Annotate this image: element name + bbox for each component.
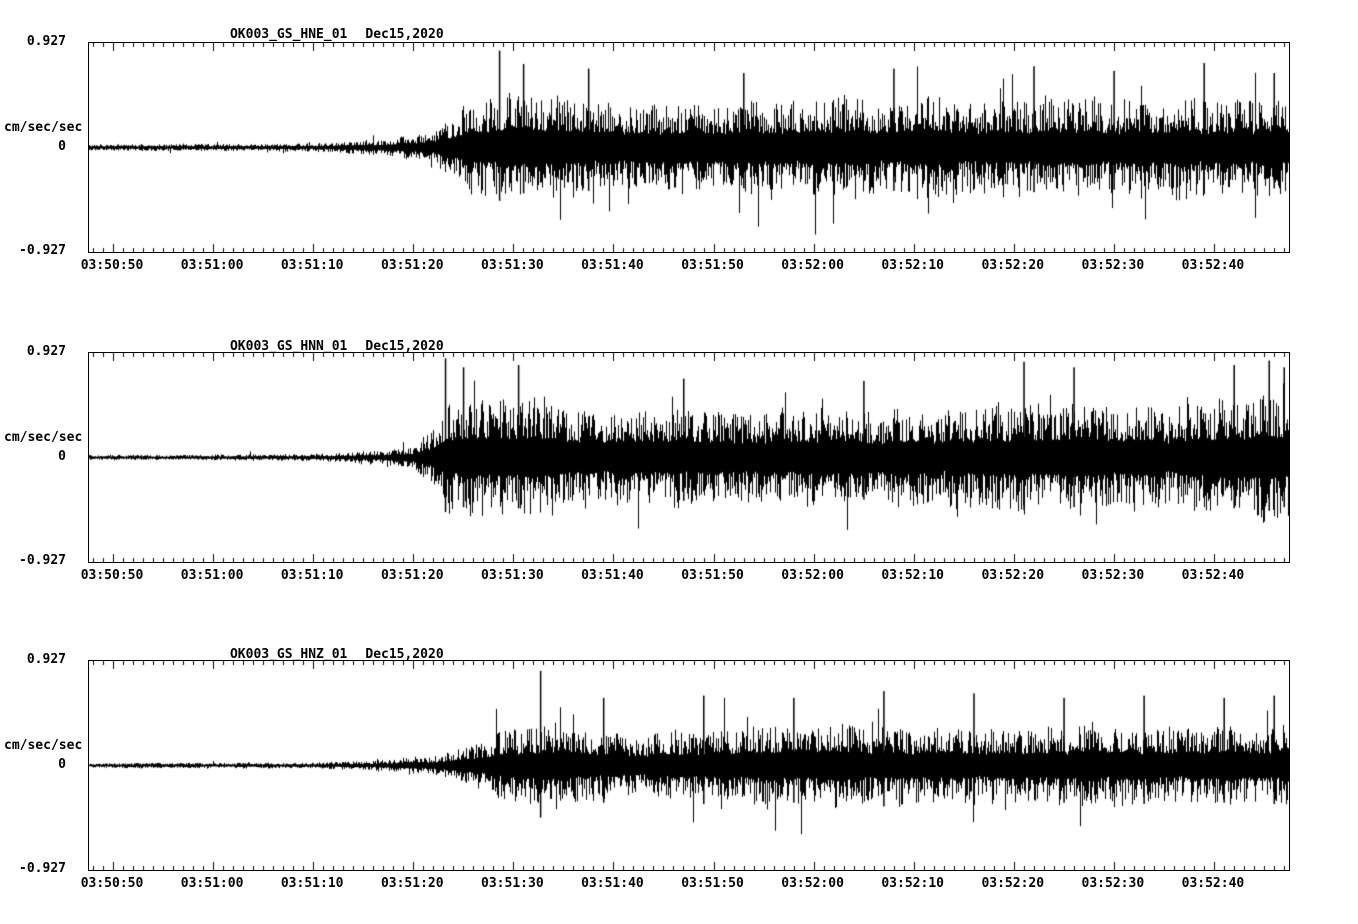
y-tick-label-max: 0.927 [26,34,66,49]
plot-area [88,42,1290,253]
x-tick-label: 03:51:40 [581,876,644,891]
trace-title: OK003_GS_HNE_01 Dec15,2020 [183,12,444,57]
trace-date: Dec15,2020 [365,647,444,662]
x-tick-label: 03:52:00 [781,876,844,891]
plot-area [88,352,1290,563]
x-tick-label: 03:51:10 [280,258,344,273]
seismogram-trace-canvas [89,353,1289,562]
x-tick-label: 03:52:30 [1081,568,1145,583]
x-tick-label: 03:51:40 [581,568,644,583]
x-tick-label: 03:52:20 [981,258,1045,273]
y-tick-label-max: 0.927 [26,652,66,667]
y-axis-units: cm/sec/sec [4,120,83,135]
trace-date: Dec15,2020 [365,27,444,42]
x-tick-label: 03:51:10 [280,568,344,583]
x-tick-label: 03:51:00 [180,876,244,891]
x-tick-label: 03:51:20 [380,876,444,891]
x-tick-label: 03:52:40 [1181,876,1245,891]
x-tick-label: 03:51:20 [380,258,444,273]
x-tick-label: 03:52:20 [981,876,1045,891]
seismogram-trace-canvas [89,43,1289,252]
seismogram-trace-canvas [89,661,1289,870]
trace-title: OK003_GS_HNN_01 Dec15,2020 [183,324,444,369]
y-tick-label-max: 0.927 [26,344,66,359]
x-tick-label: 03:50:50 [80,568,144,583]
x-tick-label: 03:51:30 [481,568,544,583]
trace-id: OK003_GS_HNE_01 [229,27,348,42]
x-axis-labels: 03:50:50 03:51:00 03:51:10 03:51:20 03:51:30… [0,259,1358,273]
trace-date: Dec15,2020 [365,339,444,354]
x-tick-label: 03:52:10 [881,568,944,583]
x-tick-label: 03:52:20 [981,568,1045,583]
x-tick-label: 03:51:00 [180,568,244,583]
x-tick-label: 03:50:50 [80,876,144,891]
y-tick-label-zero: 0 [58,449,66,464]
y-axis-units: cm/sec/sec [4,430,83,445]
x-tick-label: 03:52:10 [881,258,944,273]
x-tick-label: 03:51:50 [681,876,744,891]
x-tick-label: 03:52:30 [1081,258,1145,273]
plot-area [88,660,1290,871]
x-tick-label: 03:51:40 [581,258,644,273]
x-tick-label: 03:51:20 [380,568,444,583]
y-tick-label-min: -0.927 [19,861,66,876]
trace-title: OK003_GS_HNZ_01 Dec15,2020 [183,632,444,677]
x-tick-label: 03:50:50 [80,258,144,273]
x-axis-labels: 03:50:50 03:51:00 03:51:10 03:51:20 03:51:30… [0,877,1358,891]
y-tick-label-min: -0.927 [19,243,66,258]
x-tick-label: 03:52:10 [881,876,944,891]
x-tick-label: 03:51:10 [280,876,344,891]
y-tick-label-zero: 0 [58,139,66,154]
x-tick-label: 03:51:50 [681,258,744,273]
x-tick-label: 03:51:00 [180,258,244,273]
x-tick-label: 03:52:40 [1181,568,1245,583]
x-tick-label: 03:51:30 [481,258,544,273]
y-tick-label-min: -0.927 [19,553,66,568]
x-tick-label: 03:52:00 [781,568,844,583]
x-tick-label: 03:52:30 [1081,876,1145,891]
x-tick-label: 03:52:40 [1181,258,1245,273]
x-axis-labels: 03:50:50 03:51:00 03:51:10 03:51:20 03:51:30… [0,569,1358,583]
trace-id: OK003_GS_HNZ_01 [229,647,348,662]
x-tick-label: 03:51:50 [681,568,744,583]
trace-id: OK003_GS_HNN_01 [229,339,348,354]
y-axis-units: cm/sec/sec [4,738,83,753]
x-tick-label: 03:52:00 [781,258,844,273]
y-tick-label-zero: 0 [58,757,66,772]
x-tick-label: 03:51:30 [481,876,544,891]
